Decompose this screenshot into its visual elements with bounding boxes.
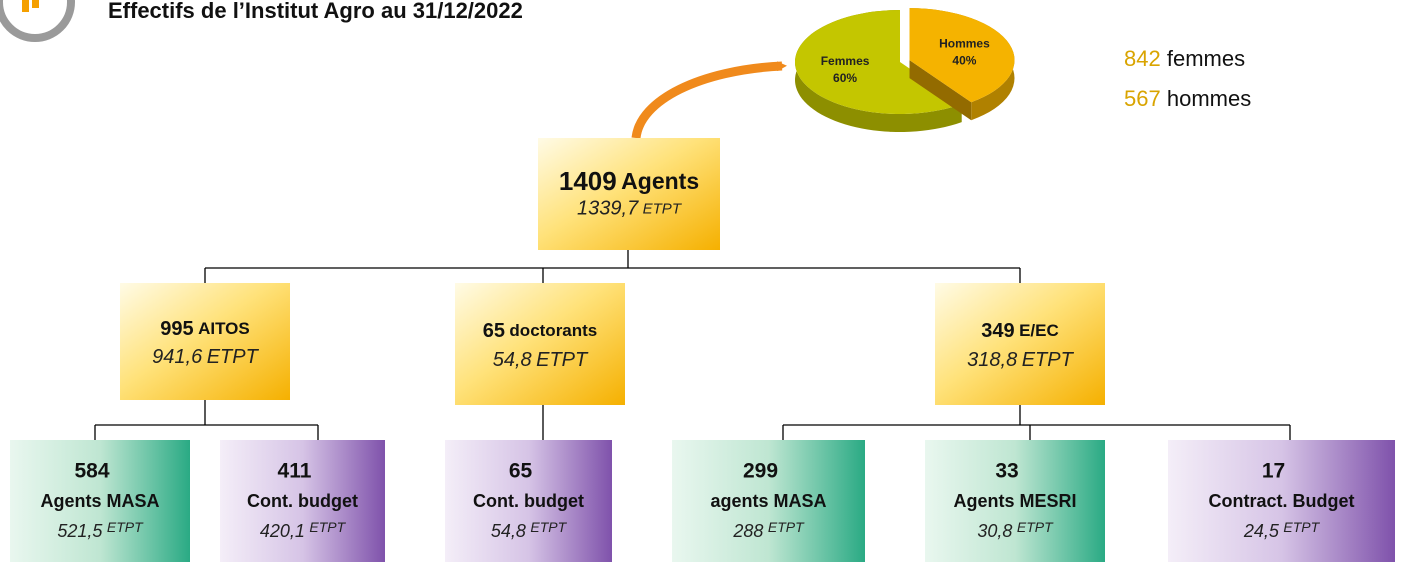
etpt: 318,8: [967, 349, 1017, 371]
box: [1168, 440, 1395, 562]
count: 584: [74, 460, 109, 483]
etpt: 288: [732, 521, 763, 541]
unit: ETPT: [530, 519, 567, 535]
slice-value-label: 60%: [833, 71, 857, 85]
slice-value-label: 40%: [952, 53, 976, 67]
unit: ETPT: [1283, 519, 1320, 535]
pie-slice: [909, 8, 1015, 121]
box: [538, 138, 720, 250]
box: [10, 440, 190, 562]
etpt-line: 54,8 ETPT: [493, 349, 589, 371]
etpt-line: 30,8 ETPT: [977, 519, 1054, 541]
headline: 349 E/EC: [981, 320, 1059, 342]
headline: 1409 Agents: [559, 166, 699, 196]
svg-text:842 femmes: 842 femmes: [1124, 46, 1245, 71]
label: hommes: [1167, 86, 1251, 111]
label: Agents MESRI: [953, 491, 1076, 511]
etpt-line: 1339,7 ETPT: [577, 198, 683, 220]
pie-slice: [795, 10, 962, 132]
slice-label: Hommes: [939, 36, 990, 50]
etpt-line: 420,1 ETPT: [260, 519, 347, 541]
box: [220, 440, 385, 562]
arrow: [631, 61, 787, 139]
count: 349: [981, 320, 1014, 342]
etpt: 30,8: [977, 521, 1012, 541]
node-box: 65 Cont. budget 54,8 ETPT: [445, 440, 612, 562]
count: 1409: [559, 166, 617, 196]
logo-icon: [0, 0, 75, 42]
label: E/EC: [1019, 321, 1059, 340]
node-box: 299 agents MASA 288 ETPT: [672, 440, 865, 562]
unit: ETPT: [643, 201, 683, 218]
etpt-line: 941,6 ETPT: [152, 346, 259, 368]
box: [445, 440, 612, 562]
count: 995: [160, 318, 193, 340]
node-box: 17 Contract. Budget 24,5 ETPT: [1168, 440, 1395, 562]
node-box: 411 Cont. budget 420,1 ETPT: [220, 440, 385, 562]
node-box: 33 Agents MESRI 30,8 ETPT: [925, 440, 1105, 562]
etpt: 24,5: [1243, 521, 1280, 541]
unit: ETPT: [536, 349, 589, 371]
unit: ETPT: [107, 519, 144, 535]
etpt-line: 288 ETPT: [732, 519, 805, 541]
box: [455, 283, 625, 405]
label: Contract. Budget: [1209, 491, 1355, 511]
svg-text:567 hommes: 567 hommes: [1124, 86, 1251, 111]
box: [120, 283, 290, 400]
etpt: 420,1: [260, 521, 305, 541]
label: Agents MASA: [40, 491, 159, 511]
node-box: 65 doctorants 54,8 ETPT: [455, 283, 625, 405]
label: femmes: [1167, 46, 1245, 71]
etpt: 521,5: [57, 521, 103, 541]
label: Cont. budget: [473, 491, 584, 511]
unit: ETPT: [207, 346, 260, 368]
slice-side: [795, 10, 962, 132]
etpt: 54,8: [493, 349, 532, 371]
slice-label: Femmes: [821, 54, 870, 68]
slice-top: [795, 10, 962, 114]
gender-counts: 842 femmes 567 hommes: [1124, 46, 1251, 111]
etpt-line: 54,8 ETPT: [491, 519, 568, 541]
count: 567: [1124, 86, 1161, 111]
unit: ETPT: [309, 519, 346, 535]
box: [672, 440, 865, 562]
etpt: 1339,7: [577, 198, 639, 220]
pie-chart: Femmes 60% Hommes 40%: [795, 8, 1015, 132]
count: 17: [1262, 460, 1285, 483]
headline: 65 doctorants: [483, 320, 598, 342]
etpt-line: 24,5 ETPT: [1243, 519, 1321, 541]
box: [925, 440, 1105, 562]
count: 65: [483, 320, 505, 342]
count: 411: [278, 460, 312, 483]
label: Cont. budget: [247, 491, 358, 511]
connectors: [94, 250, 1291, 440]
slice-wall: [909, 60, 972, 121]
label: agents MASA: [710, 491, 826, 511]
node-box: 584 Agents MASA 521,5 ETPT: [10, 440, 190, 562]
etpt-line: 318,8 ETPT: [967, 349, 1074, 371]
unit: ETPT: [1017, 519, 1054, 535]
count: 33: [995, 460, 1018, 483]
etpt-line: 521,5 ETPT: [57, 519, 144, 541]
node-box: 995 AITOS 941,6 ETPT: [120, 283, 290, 400]
headline: 995 AITOS: [160, 318, 249, 340]
count: 65: [509, 460, 533, 483]
etpt: 54,8: [491, 521, 526, 541]
box: [935, 283, 1105, 405]
unit: ETPT: [768, 519, 805, 535]
label: doctorants: [509, 321, 597, 340]
label: AITOS: [198, 319, 250, 338]
slice-top: [909, 8, 1015, 103]
count: 299: [743, 460, 778, 483]
title: Effectifs de l’Institut Agro au 31/12/20…: [108, 0, 523, 23]
unit: ETPT: [1022, 349, 1075, 371]
count: 842: [1124, 46, 1161, 71]
etpt: 941,6: [152, 346, 203, 368]
label: Agents: [621, 168, 699, 194]
